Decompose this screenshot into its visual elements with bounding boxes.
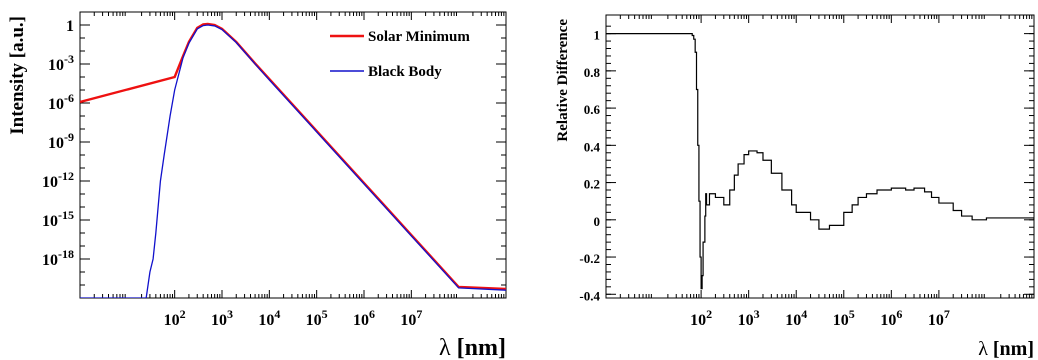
y-tick-label: 1 — [594, 28, 601, 43]
legend-label: Black Body — [368, 64, 442, 80]
x-tick-label: 107 — [928, 307, 950, 329]
y-tick-label: 10-15 — [42, 208, 74, 230]
y-tick-label: 0.8 — [584, 65, 601, 80]
solar-minimum-line — [80, 22, 506, 291]
y-axis-title: Intensity [a.u.] — [7, 16, 28, 135]
x-tick-label: 103 — [738, 307, 760, 329]
x-tick-label: 105 — [306, 307, 328, 329]
y-tick-label: 0.2 — [584, 177, 600, 192]
x-axis-title: λ [nm] — [978, 338, 1034, 360]
y-tick-label: 10-18 — [42, 247, 74, 269]
y-tick-label: 10-12 — [42, 169, 74, 191]
black-body-line — [80, 24, 506, 298]
x-minor-ticks — [619, 15, 1033, 298]
legend-label: Solar Minimum — [368, 29, 470, 45]
x-tick-label: 107 — [400, 307, 422, 329]
y-tick-label: 0.4 — [584, 139, 601, 154]
x-tick-label: 106 — [880, 307, 902, 329]
plot-frame — [605, 14, 1035, 299]
x-tick-label: 105 — [833, 307, 855, 329]
intensity-panel: 102 103 104 105 106 107 1 10-3 10-6 10-9 10-12 10-1… — [7, 11, 507, 360]
x-tick-label: 106 — [353, 307, 375, 329]
y-tick-label: 1 — [66, 18, 74, 35]
series-line — [606, 33, 1034, 290]
x-tick-label: 103 — [211, 307, 233, 329]
x-minor-ticks — [93, 12, 505, 298]
x-tick-label: 104 — [258, 307, 280, 329]
y-axis-title: Relative Difference — [555, 19, 571, 142]
x-axis-title: λ [nm] — [439, 335, 506, 360]
x-tick-label: 102 — [164, 307, 186, 329]
y-tick-label: 10-9 — [48, 130, 74, 152]
plot-frame — [79, 11, 507, 299]
x-tick-label: 102 — [690, 307, 712, 329]
y-tick-label: 10-6 — [48, 91, 74, 113]
y-tick-label: -0.2 — [579, 251, 600, 266]
y-tick-label: 0 — [594, 214, 601, 229]
y-tick-label: 10-3 — [48, 52, 74, 74]
y-tick-label: 0.6 — [584, 102, 601, 117]
y-tick-label: -0.4 — [579, 288, 600, 303]
x-tick-label: 104 — [785, 307, 807, 329]
relative-difference-panel: 102 103 104 105 106 107 1 0.8 0.6 0.4 0.2 0 -0.2 -0.4… — [555, 14, 1035, 360]
